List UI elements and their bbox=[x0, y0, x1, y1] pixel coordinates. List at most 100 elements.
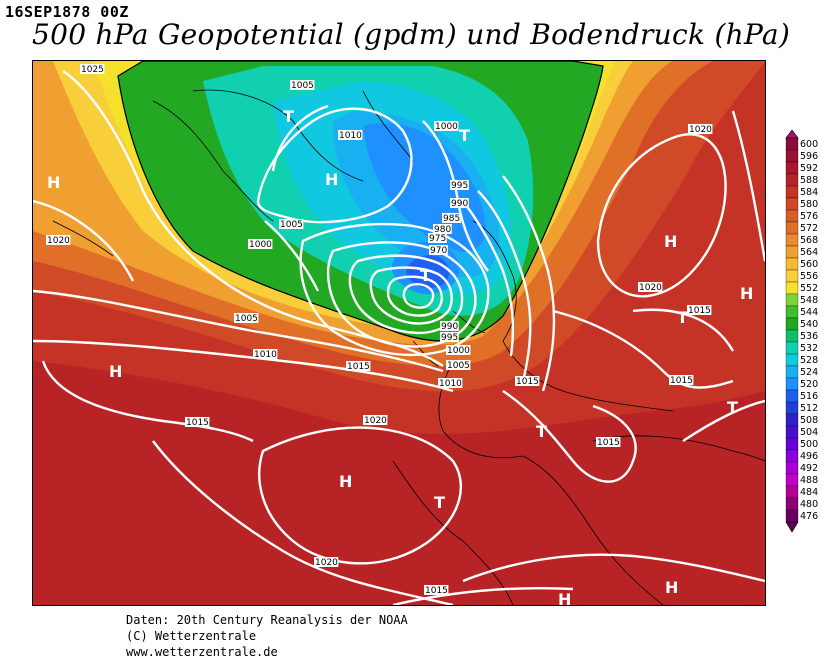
colorbar-label-524: 524 bbox=[800, 367, 818, 378]
high-pressure-high-greenland: H bbox=[325, 170, 338, 189]
colorbar-label-516: 516 bbox=[800, 391, 818, 402]
isobar-1005-b bbox=[462, 200, 515, 357]
isobar-1020-s bbox=[462, 553, 765, 583]
colorbar-swatch-564 bbox=[785, 245, 799, 259]
isobar-label-1020: 1020 bbox=[639, 283, 662, 293]
isobar-980 bbox=[369, 266, 453, 325]
isobar-label-bg bbox=[46, 235, 71, 245]
credit-website: www.wetterzentrale.de bbox=[126, 645, 278, 659]
isobar-label-bg bbox=[440, 321, 459, 331]
colorbar-swatch-492 bbox=[785, 461, 799, 475]
colorbar-label-540: 540 bbox=[800, 319, 818, 330]
isobar-label-1020: 1020 bbox=[364, 416, 387, 426]
colorbar-swatches bbox=[785, 137, 799, 523]
isobar-label-bg bbox=[248, 239, 273, 249]
isobar-label-bg bbox=[185, 417, 210, 427]
colorbar-swatch-580 bbox=[785, 197, 799, 211]
isobar-label-bg bbox=[424, 585, 449, 595]
colorbar-swatch-488 bbox=[785, 473, 799, 487]
isobar-1005-greenland bbox=[271, 104, 329, 172]
isobar-1015-sw bbox=[41, 360, 254, 443]
isobar-label-1000: 1000 bbox=[435, 122, 458, 132]
colorbar-swatch-504 bbox=[785, 425, 799, 439]
isobar-1020-nw bbox=[33, 199, 135, 282]
credit-copyright: (C) Wetterzentrale bbox=[126, 629, 257, 643]
isobar-label-1000: 1000 bbox=[447, 346, 470, 356]
isobar-label-bg bbox=[314, 557, 339, 567]
colorbar-label-484: 484 bbox=[800, 487, 818, 498]
geopotential-fields bbox=[33, 61, 765, 605]
isobar-label-1015: 1015 bbox=[425, 586, 448, 596]
isobar-label-1015: 1015 bbox=[688, 306, 711, 316]
colorbar-swatch-560 bbox=[785, 257, 799, 271]
colorbar-label-548: 548 bbox=[800, 295, 818, 306]
colorbar-swatch-496 bbox=[785, 449, 799, 463]
isobar-label-975: 975 bbox=[429, 234, 446, 244]
isobar-label-985: 985 bbox=[443, 214, 460, 224]
isobar-label-1015: 1015 bbox=[516, 377, 539, 387]
isobar-label-1025: 1025 bbox=[81, 65, 104, 75]
isobar-label-bg bbox=[346, 361, 371, 371]
isobar-label-bg bbox=[279, 219, 304, 229]
colorbar-swatch-540 bbox=[785, 317, 799, 331]
low-pressure-low-east: T bbox=[677, 308, 688, 327]
colorbar-label-492: 492 bbox=[800, 463, 818, 474]
isobar-label-980: 980 bbox=[434, 225, 451, 235]
isobar-label-1005: 1005 bbox=[235, 314, 258, 324]
colorbar-label-568: 568 bbox=[800, 235, 818, 246]
isobar-label-1005: 1005 bbox=[447, 361, 470, 371]
colorbar-label-504: 504 bbox=[800, 427, 818, 438]
isobar-1005-atl bbox=[33, 289, 444, 373]
colorbar-swatch-516 bbox=[785, 389, 799, 403]
isobar-label-1020: 1020 bbox=[689, 125, 712, 135]
date-label: 16SEP1878 00Z bbox=[5, 3, 129, 21]
isobar-1015-med bbox=[502, 390, 637, 483]
isobar-label-1000: 1000 bbox=[249, 240, 272, 250]
isobar-label-bg bbox=[687, 305, 712, 315]
isobar-label-bg bbox=[446, 360, 471, 370]
credits: Daten: 20th Century Reanalysis der NOAA … bbox=[126, 612, 408, 660]
isobar-1015-bottom bbox=[392, 586, 574, 605]
isobar-label-bg bbox=[253, 349, 278, 359]
isobar-label-990: 990 bbox=[451, 199, 468, 209]
colorbar-label-596: 596 bbox=[800, 151, 818, 162]
colorbar-label-508: 508 bbox=[800, 415, 818, 426]
isobars bbox=[33, 70, 765, 605]
isobar-label-1020: 1020 bbox=[47, 236, 70, 246]
colorbar-labels: 6005965925885845805765725685645605565525… bbox=[800, 139, 818, 522]
colorbar-label-496: 496 bbox=[800, 451, 818, 462]
colorbar-label-500: 500 bbox=[800, 439, 818, 450]
isobar-1015-atl bbox=[33, 339, 454, 393]
colorbar-label-512: 512 bbox=[800, 403, 818, 414]
isobar-995 bbox=[299, 222, 490, 357]
colorbar-label-556: 556 bbox=[800, 271, 818, 282]
colorbar-swatch-508 bbox=[785, 413, 799, 427]
colorbar-label-572: 572 bbox=[800, 223, 818, 234]
high-pressure-high-atlantic: H bbox=[109, 362, 122, 381]
low-pressure-low-turkey: T bbox=[727, 398, 738, 417]
isobar-1020-east bbox=[632, 308, 735, 352]
isobar-label-bg bbox=[234, 313, 259, 323]
isobar-label-995: 995 bbox=[441, 333, 458, 343]
colorbar-label-528: 528 bbox=[800, 355, 818, 366]
colorbar-label-544: 544 bbox=[800, 307, 818, 318]
colorbar-swatch-584 bbox=[785, 185, 799, 199]
colorbar-swatch-596 bbox=[785, 149, 799, 163]
colorbar-label-536: 536 bbox=[800, 331, 818, 342]
colorbar-label-480: 480 bbox=[800, 499, 818, 510]
isobar-label-1015: 1015 bbox=[347, 362, 370, 372]
colorbar-bottom-arrow bbox=[785, 521, 799, 533]
isobar-label-990: 990 bbox=[441, 322, 458, 332]
colorbar-swatch-476 bbox=[785, 509, 799, 523]
map-canvas: 1025100510101000995990985980975970100510… bbox=[33, 61, 765, 605]
isobar-1020-russia bbox=[596, 133, 727, 298]
high-pressure-high-russia: H bbox=[664, 232, 677, 251]
colorbar-swatch-520 bbox=[785, 377, 799, 391]
credit-data-source: Daten: 20th Century Reanalysis der NOAA bbox=[126, 613, 408, 627]
colorbar-label-600: 600 bbox=[800, 139, 818, 150]
colorbar-label-532: 532 bbox=[800, 343, 818, 354]
weather-map: 1025 1005 1010 1000 995 990 985 980 975 970 1005 10… bbox=[32, 60, 766, 606]
colorbar-swatch-556 bbox=[785, 269, 799, 283]
colorbar-swatch-600 bbox=[785, 137, 799, 151]
isobar-label-970: 970 bbox=[430, 246, 447, 256]
